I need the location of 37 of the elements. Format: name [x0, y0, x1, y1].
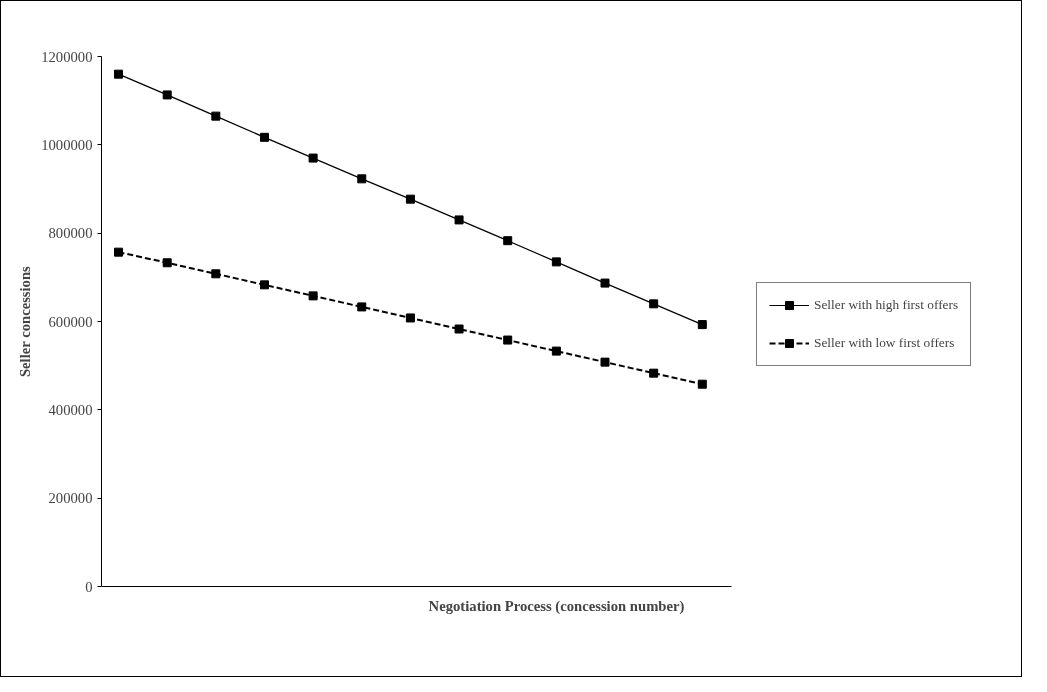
point: [503, 335, 513, 345]
point: [600, 278, 610, 288]
point: [697, 379, 707, 389]
point: [697, 320, 707, 330]
y-tick-label: 1200000: [41, 48, 93, 65]
point: [405, 194, 415, 204]
point: [211, 269, 221, 279]
point: [114, 69, 124, 79]
point: [454, 215, 464, 225]
y-tick-label: 600000: [48, 313, 93, 330]
point: [649, 368, 659, 378]
point: [162, 90, 172, 100]
y-tick-label: 1000000: [41, 136, 93, 153]
point: [405, 313, 415, 323]
y-tick-label: 200000: [48, 490, 93, 507]
point: [357, 174, 367, 184]
point: [162, 258, 172, 268]
y-axis-title: Seller concessions: [17, 265, 34, 378]
legend-label: Seller with high first offers: [814, 297, 959, 313]
y-tick-label: 800000: [48, 225, 93, 242]
point: [454, 324, 464, 334]
point: [259, 280, 269, 290]
point: [308, 291, 318, 301]
point: [308, 153, 318, 163]
point: [259, 132, 269, 142]
point: [211, 111, 221, 121]
point: [649, 299, 659, 309]
point: [114, 247, 124, 257]
point: [357, 302, 367, 312]
point: [503, 236, 513, 246]
legend-label: Seller with low first offers: [814, 335, 955, 351]
point: [551, 346, 561, 356]
point: [600, 357, 610, 367]
point: [551, 257, 561, 267]
y-tick-label: 0: [85, 578, 93, 595]
x-axis-title: Negotiation Process (concession number): [428, 597, 685, 615]
y-tick-label: 400000: [48, 401, 93, 418]
